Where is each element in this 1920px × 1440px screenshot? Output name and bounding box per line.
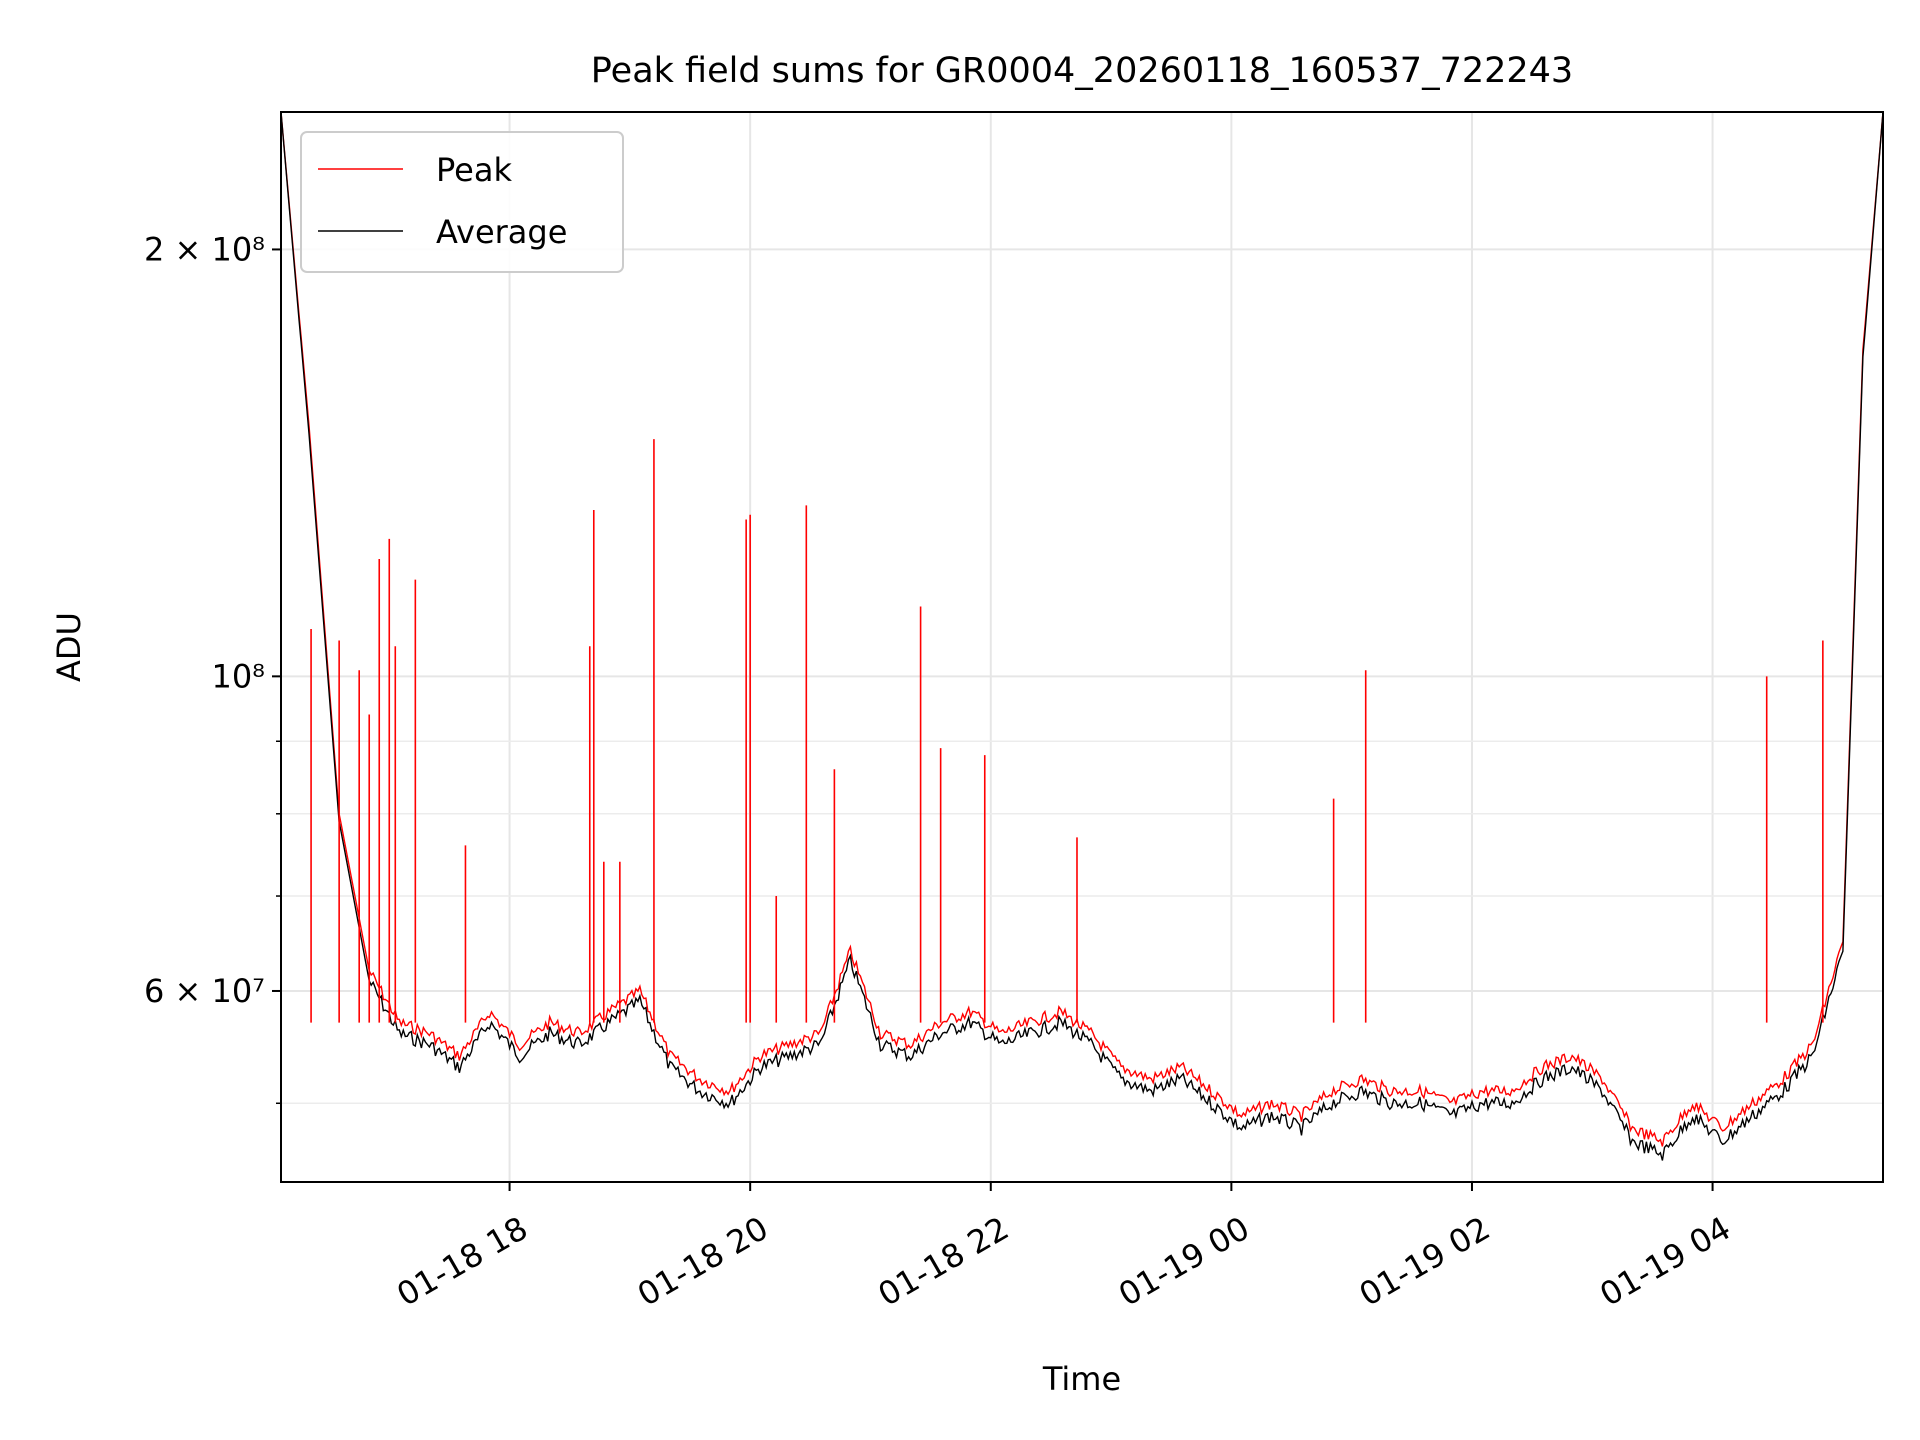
plot-frame (280, 111, 1884, 1183)
chart-title: Peak field sums for GR0004_20260118_1605… (591, 51, 1573, 91)
y-tick-label: 2 × 10⁸ (144, 230, 265, 268)
y-tick-label: 6 × 10⁷ (144, 972, 265, 1010)
x-axis-label: Time (1042, 1360, 1121, 1398)
legend-label-average: Average (436, 213, 567, 251)
y-axis: 2 × 10⁸ 10⁸ 6 × 10⁷ (144, 230, 281, 1105)
series-peak-line (280, 111, 1884, 1147)
y-tick-label: 10⁸ (211, 657, 265, 695)
series-layer (280, 111, 1884, 1161)
series-average-line (280, 111, 1884, 1161)
legend: Peak Average (300, 131, 624, 273)
legend-label-peak: Peak (436, 151, 512, 189)
legend-box (300, 131, 624, 273)
y-axis-label: ADU (50, 612, 88, 682)
